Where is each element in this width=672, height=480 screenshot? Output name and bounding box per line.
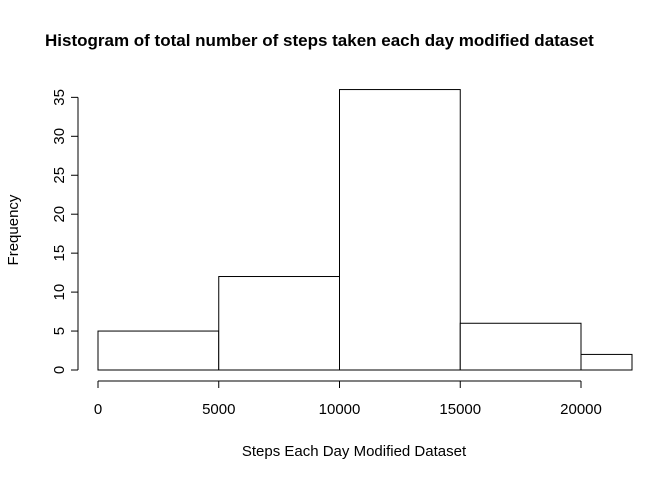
histogram-bar-3: [339, 89, 461, 371]
y-tick-label-1: 0: [51, 366, 68, 374]
x-tick-label-2: 5000: [202, 401, 235, 418]
y-tick-label-2: 5: [51, 327, 68, 335]
y-tick-label-5: 20: [51, 206, 68, 223]
x-tick-label-3: 10000: [319, 401, 361, 418]
chart-title: Histogram of total number of steps taken…: [45, 31, 594, 50]
y-tick-label-3: 10: [51, 284, 68, 301]
y-axis: 0 5 10 15 20 25 30 35: [51, 89, 79, 374]
y-tick-label-6: 25: [51, 167, 68, 184]
y-tick-label-4: 15: [51, 245, 68, 262]
histogram-bar-5: [580, 353, 633, 371]
bars-group: [97, 89, 633, 371]
y-tick-label-7: 30: [51, 128, 68, 145]
histogram-bar-2: [218, 276, 340, 371]
x-tick-label-4: 15000: [439, 401, 481, 418]
x-axis: 0 5000 10000 15000 20000: [94, 380, 602, 418]
x-axis-label: Steps Each Day Modified Dataset: [242, 443, 467, 460]
x-tick-label-5: 20000: [560, 401, 602, 418]
y-tick-label-8: 35: [51, 89, 68, 106]
x-tick-label-1: 0: [94, 401, 102, 418]
y-axis-label: Frequency: [5, 194, 22, 265]
histogram-bar-1: [97, 330, 220, 371]
histogram-bar-4: [459, 322, 582, 371]
